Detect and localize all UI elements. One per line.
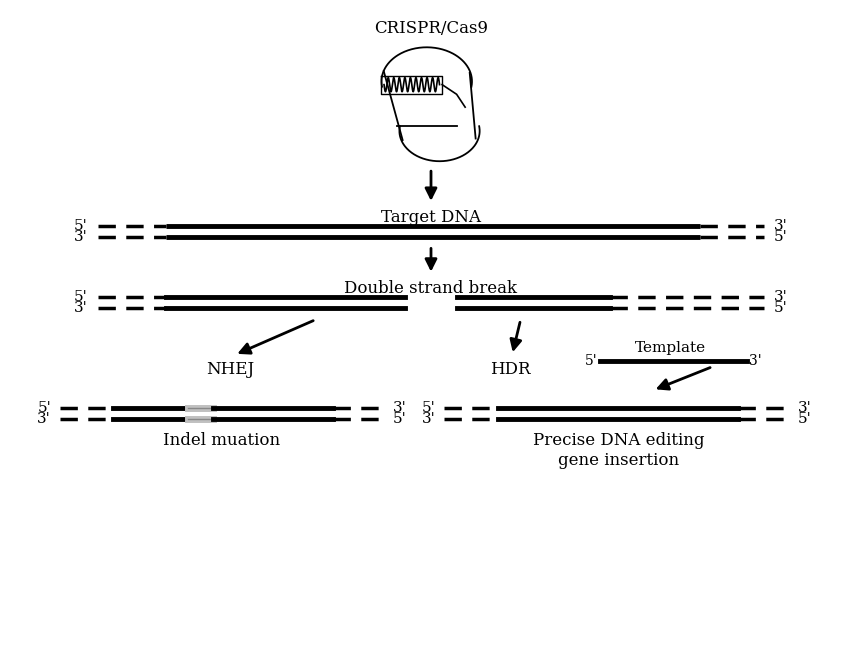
Text: 5': 5' [797,412,811,426]
Text: 3': 3' [773,290,787,304]
Text: 5': 5' [74,290,88,304]
Text: Template: Template [634,341,705,355]
Text: 5': 5' [37,402,51,415]
Text: CRISPR/Cas9: CRISPR/Cas9 [374,20,487,37]
Text: 5': 5' [773,230,787,244]
Text: 3': 3' [74,301,88,315]
Text: 3': 3' [74,230,88,244]
Text: 3': 3' [797,402,811,415]
Text: 3': 3' [392,402,406,415]
Text: 5': 5' [74,219,88,233]
Text: HDR: HDR [490,361,530,378]
Text: 3': 3' [773,219,787,233]
Text: 5': 5' [584,354,597,368]
Text: Double strand break: Double strand break [344,280,517,297]
Text: 3': 3' [37,412,51,426]
Text: Precise DNA editing
gene insertion: Precise DNA editing gene insertion [532,432,703,469]
Text: Indel muation: Indel muation [163,432,280,449]
Text: Target DNA: Target DNA [381,209,480,226]
Text: NHEJ: NHEJ [206,361,254,378]
Text: 3': 3' [421,412,435,426]
Text: 5': 5' [421,402,435,415]
Text: 3': 3' [748,354,761,368]
Text: 5': 5' [773,301,787,315]
Text: 5': 5' [392,412,406,426]
